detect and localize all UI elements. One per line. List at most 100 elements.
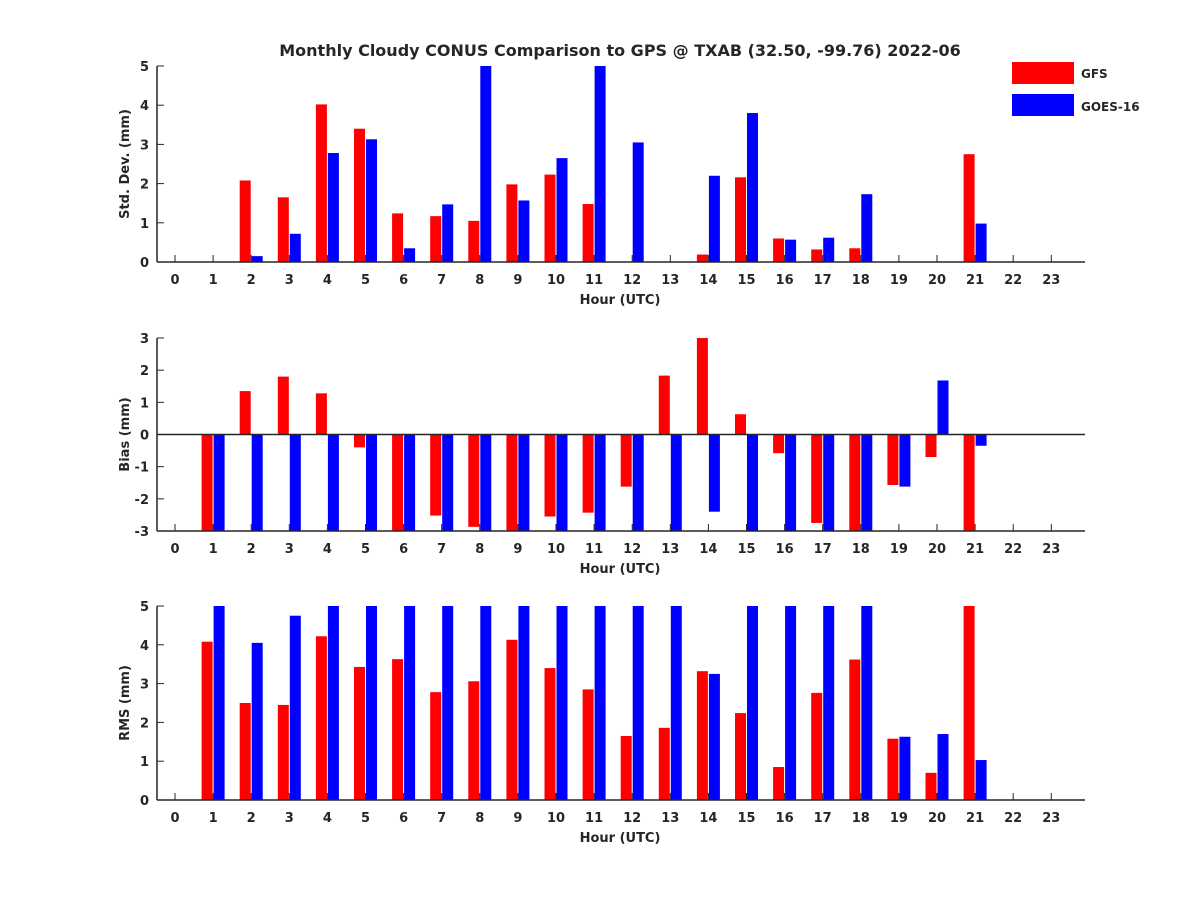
bar-goes-16-hour-4	[327, 606, 339, 800]
bar-gfs-hour-11	[582, 203, 594, 262]
x-tick-label: 8	[475, 273, 484, 288]
legend-swatch-goes16	[1012, 94, 1074, 116]
x-tick-label: 3	[285, 811, 294, 826]
y-tick-label: -2	[135, 493, 149, 508]
bar-gfs-hour-14	[696, 254, 708, 262]
bar-gfs-hour-16	[773, 767, 785, 800]
x-tick-label: 15	[737, 811, 755, 826]
bar-gfs-hour-19	[887, 434, 899, 485]
y-tick-label: 0	[140, 794, 149, 809]
bar-gfs-hour-2	[239, 703, 251, 800]
x-tick-label: 18	[852, 811, 870, 826]
bar-goes-16-hour-15	[747, 113, 758, 262]
y-tick-label: -3	[135, 525, 149, 540]
bar-goes-16-hour-11	[594, 606, 606, 800]
y-tick-label: 2	[140, 364, 149, 379]
bar-goes-16-hour-21	[975, 760, 987, 800]
bar-goes-16-hour-5	[366, 139, 377, 262]
y-tick-label: 0	[140, 256, 149, 271]
legend-label-goes16: GOES-16	[1081, 100, 1140, 114]
x-tick-label: 14	[699, 542, 717, 557]
x-tick-label: 16	[776, 811, 794, 826]
x-tick-label: 0	[170, 273, 179, 288]
bar-goes-16-hour-7	[442, 434, 454, 531]
bar-goes-16-hour-8	[480, 434, 492, 531]
x-tick-label: 10	[547, 811, 565, 826]
bar-goes-16-hour-2	[251, 434, 263, 531]
x-tick-label: 1	[209, 273, 218, 288]
y-tick-label: 1	[140, 217, 149, 232]
bar-gfs-hour-1	[201, 641, 213, 800]
bar-goes-16-hour-13	[670, 434, 682, 531]
bar-gfs-hour-18	[849, 434, 861, 531]
x-tick-label: 11	[585, 273, 603, 288]
bar-goes-16-hour-16	[785, 434, 797, 531]
x-tick-label: 2	[247, 542, 256, 557]
x-tick-label: 6	[399, 542, 408, 557]
bar-goes-16-hour-9	[518, 434, 530, 531]
bar-gfs-hour-12	[620, 434, 632, 487]
bar-gfs-hour-15	[735, 414, 746, 435]
x-tick-label: 16	[776, 273, 794, 288]
x-tick-label: 13	[661, 811, 679, 826]
x-tick-label: 18	[852, 273, 870, 288]
x-tick-label: 8	[475, 811, 484, 826]
bar-goes-16-hour-16	[785, 606, 797, 800]
x-tick-label: 15	[737, 542, 755, 557]
bar-gfs-hour-3	[277, 376, 289, 435]
bar-goes-16-hour-20	[937, 734, 949, 800]
bar-gfs-hour-18	[849, 248, 861, 262]
bar-goes-16-hour-7	[442, 204, 454, 262]
x-tick-label: 13	[661, 273, 679, 288]
bar-goes-16-hour-10	[556, 606, 568, 800]
x-tick-label: 19	[890, 542, 908, 557]
x-tick-label: 17	[814, 811, 832, 826]
y-axis-label: RMS (mm)	[118, 665, 133, 741]
x-tick-label: 9	[513, 811, 522, 826]
bar-gfs-hour-4	[315, 393, 327, 435]
x-tick-label: 22	[1004, 811, 1022, 826]
x-tick-label: 3	[285, 542, 294, 557]
x-tick-label: 6	[399, 811, 408, 826]
bar-gfs-hour-10	[544, 434, 556, 517]
bar-goes-16-hour-2	[251, 642, 263, 800]
bar-gfs-hour-7	[430, 434, 442, 516]
x-tick-label: 4	[323, 811, 332, 826]
y-tick-label: 3	[140, 138, 149, 153]
x-tick-label: 7	[437, 542, 446, 557]
bar-goes-16-hour-10	[556, 158, 568, 262]
bar-goes-16-hour-18	[861, 194, 873, 262]
y-tick-label: 4	[140, 639, 149, 654]
bar-goes-16-hour-21	[975, 434, 987, 446]
x-tick-label: 11	[585, 542, 603, 557]
bar-gfs-hour-17	[811, 434, 823, 523]
x-tick-label: 6	[399, 273, 408, 288]
x-tick-label: 15	[737, 273, 755, 288]
x-axis-label: Hour (UTC)	[580, 831, 661, 846]
y-axis-label: Std. Dev. (mm)	[118, 109, 133, 219]
x-tick-label: 5	[361, 542, 370, 557]
bar-gfs-hour-6	[392, 659, 404, 800]
x-axis-label: Hour (UTC)	[580, 562, 661, 577]
bar-gfs-hour-9	[506, 184, 518, 262]
y-tick-label: 5	[140, 60, 149, 75]
bar-goes-16-hour-19	[899, 736, 911, 800]
x-tick-label: 12	[623, 811, 641, 826]
bar-goes-16-hour-17	[823, 434, 835, 531]
y-tick-label: -1	[135, 461, 149, 476]
y-tick-label: 2	[140, 716, 149, 731]
bar-goes-16-hour-10	[556, 434, 568, 531]
y-tick-label: 3	[140, 332, 149, 347]
bar-gfs-hour-8	[468, 220, 480, 262]
bar-goes-16-hour-6	[404, 248, 416, 262]
bar-gfs-hour-3	[277, 197, 289, 262]
x-tick-label: 8	[475, 542, 484, 557]
x-tick-label: 21	[966, 273, 984, 288]
x-tick-label: 4	[323, 542, 332, 557]
bar-gfs-hour-9	[506, 639, 518, 800]
bar-gfs-hour-10	[544, 174, 556, 262]
bar-gfs-hour-8	[468, 434, 480, 527]
y-tick-label: 2	[140, 178, 149, 193]
x-tick-label: 10	[547, 542, 565, 557]
